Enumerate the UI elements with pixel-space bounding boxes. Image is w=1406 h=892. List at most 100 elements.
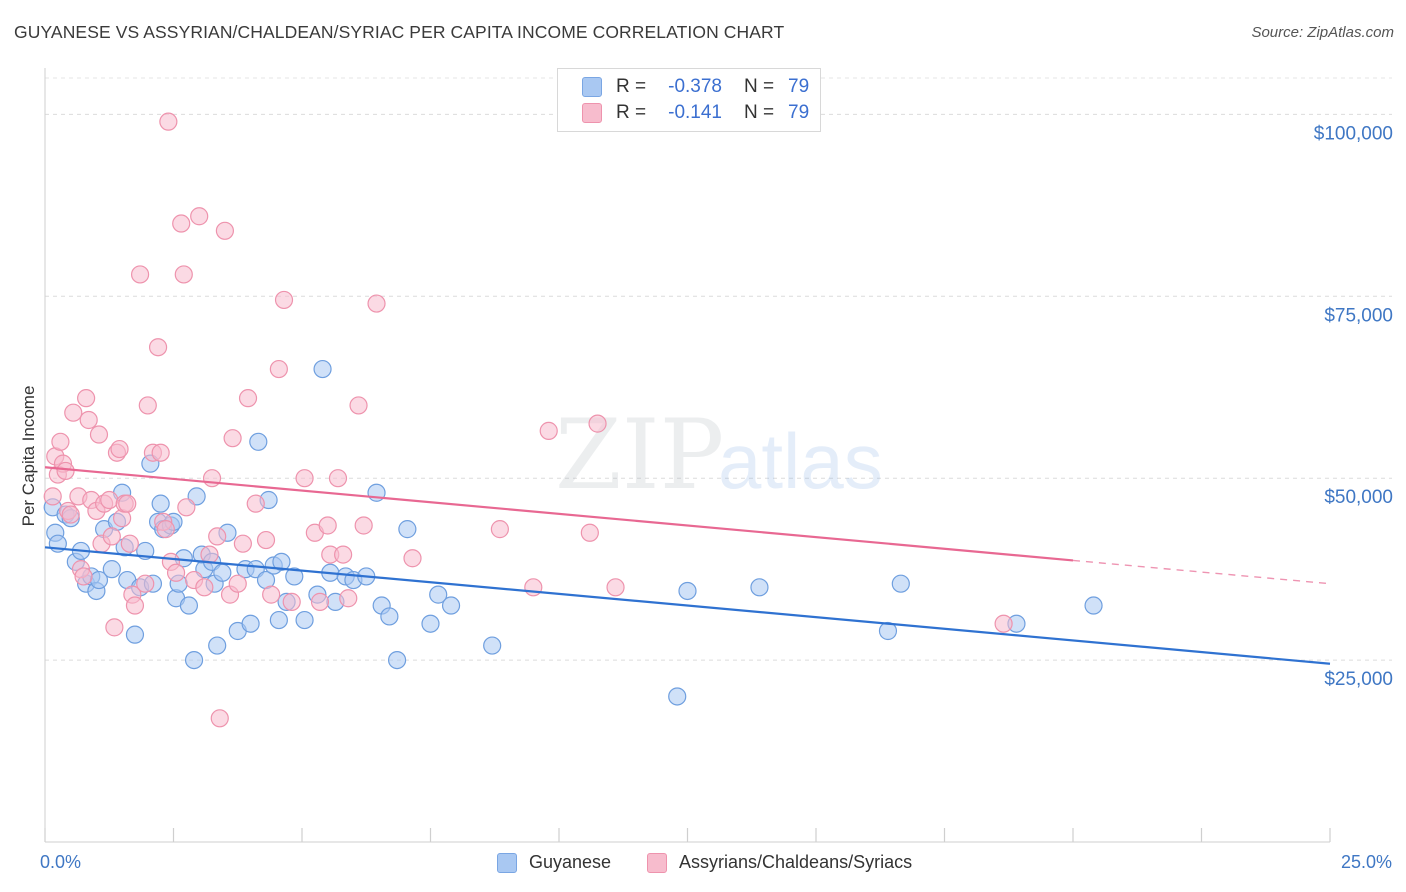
point-1-54 <box>233 534 252 553</box>
x-max-label: 25.0% <box>1340 852 1392 872</box>
point-1-8 <box>64 403 83 422</box>
point-0-54 <box>313 359 332 379</box>
series-legend-assyrians[interactable]: Assyrians/Chaldeans/Syriacs <box>647 852 912 873</box>
point-1-20 <box>102 527 121 546</box>
point-0-63 <box>387 650 407 670</box>
point-extra-1 <box>606 578 625 597</box>
point-1-55 <box>238 389 258 408</box>
point-1-44 <box>190 207 209 226</box>
point-1-12 <box>77 389 96 408</box>
point-1-74 <box>490 520 509 539</box>
trend-line-dashed-1 <box>1072 559 1331 585</box>
point-1-23 <box>110 439 129 459</box>
point-0-68 <box>483 636 502 655</box>
point-0-70 <box>678 581 697 601</box>
point-1-73 <box>403 549 422 568</box>
point-1-56 <box>246 494 265 513</box>
point-1-53 <box>228 574 247 593</box>
point-1-11 <box>74 567 93 586</box>
point-1-45 <box>195 578 214 597</box>
y-tick-label-1: $50,000 <box>1324 487 1393 508</box>
point-1-71 <box>354 516 373 535</box>
legend-swatch-guyanese <box>582 77 602 97</box>
point-1-13 <box>79 410 98 430</box>
series-name-assyrians: Assyrians/Chaldeans/Syriacs <box>679 852 913 872</box>
point-0-23 <box>151 494 170 513</box>
y-tick-label-0: $25,000 <box>1324 669 1393 690</box>
point-1-41 <box>174 265 193 284</box>
legend-r-value: -0.378 <box>668 76 722 97</box>
y-tick-label-3: $100,000 <box>1314 123 1393 144</box>
legend-n-value: 79 <box>788 76 810 97</box>
point-1-37 <box>156 520 175 539</box>
trend-line-1 <box>44 466 1074 562</box>
legend-n-label: N = <box>744 102 775 123</box>
x-min-label: 0.0% <box>40 852 82 872</box>
point-0-42 <box>241 614 260 633</box>
point-1-76 <box>539 421 558 440</box>
legend-row-guyanese: R = -0.378 N = 79 <box>582 75 809 99</box>
series-name-guyanese: Guyanese <box>529 852 612 872</box>
point-0-17 <box>125 625 145 644</box>
point-1-32 <box>138 396 157 415</box>
point-1-77 <box>580 523 599 542</box>
chart-title: GUYANESE VS ASSYRIAN/CHALDEAN/SYRIAC PER… <box>14 22 785 42</box>
series-legend-guyanese[interactable]: Guyanese <box>497 852 611 873</box>
point-1-62 <box>295 469 314 488</box>
point-1-60 <box>274 290 294 310</box>
point-0-62 <box>380 607 399 626</box>
point-1-50 <box>215 221 234 240</box>
legend-r-label: R = <box>616 102 647 123</box>
point-0-73 <box>891 574 910 593</box>
point-1-48 <box>208 527 227 546</box>
point-1-47 <box>202 469 222 488</box>
point-0-31 <box>184 650 204 670</box>
point-1-27 <box>120 534 139 553</box>
trend-lines <box>44 466 1331 665</box>
point-0-51 <box>285 567 304 586</box>
point-0-75 <box>1084 596 1103 615</box>
point-1-34 <box>148 338 168 357</box>
point-1-75 <box>524 578 543 597</box>
point-1-0 <box>43 487 62 506</box>
point-1-69 <box>339 589 358 608</box>
point-1-21 <box>105 618 124 637</box>
series-legend: Guyanese Assyrians/Chaldeans/Syriacs <box>0 852 1406 876</box>
point-0-66 <box>429 585 448 604</box>
point-0-38 <box>213 563 232 582</box>
legend-r-value: -0.141 <box>668 102 722 123</box>
y-axis-label: Per Capita Income <box>19 386 38 527</box>
point-1-52 <box>223 429 242 448</box>
legend-row-assyrians: R = -0.141 N = 79 <box>582 101 809 125</box>
point-0-67 <box>441 596 461 615</box>
point-1-49 <box>210 709 229 728</box>
legend-n-value: 79 <box>788 102 810 123</box>
point-1-30 <box>130 265 150 284</box>
point-1-67 <box>328 469 348 488</box>
watermark-zip: ZIP <box>555 399 724 511</box>
point-0-69 <box>668 687 687 706</box>
point-extra-0 <box>159 112 178 131</box>
point-1-70 <box>349 396 368 415</box>
point-1-57 <box>256 530 276 550</box>
point-0-48 <box>269 610 288 630</box>
watermark: ZIP atlas <box>555 399 883 511</box>
point-1-7 <box>61 505 80 524</box>
trend-line-0 <box>44 546 1331 665</box>
point-1-35 <box>151 443 170 462</box>
point-1-64 <box>310 592 330 611</box>
point-0-52 <box>295 610 314 630</box>
point-0-30 <box>179 596 199 615</box>
legend-swatch-assyrians <box>582 103 602 123</box>
point-0-72 <box>878 621 898 641</box>
axes <box>44 68 1331 843</box>
point-1-42 <box>177 498 196 517</box>
legend-n-label: N = <box>744 76 775 97</box>
point-1-46 <box>200 545 219 564</box>
point-1-19 <box>100 490 119 510</box>
point-0-12 <box>102 560 121 579</box>
point-0-71 <box>750 578 769 597</box>
point-0-37 <box>208 636 227 655</box>
point-1-72 <box>367 294 386 313</box>
